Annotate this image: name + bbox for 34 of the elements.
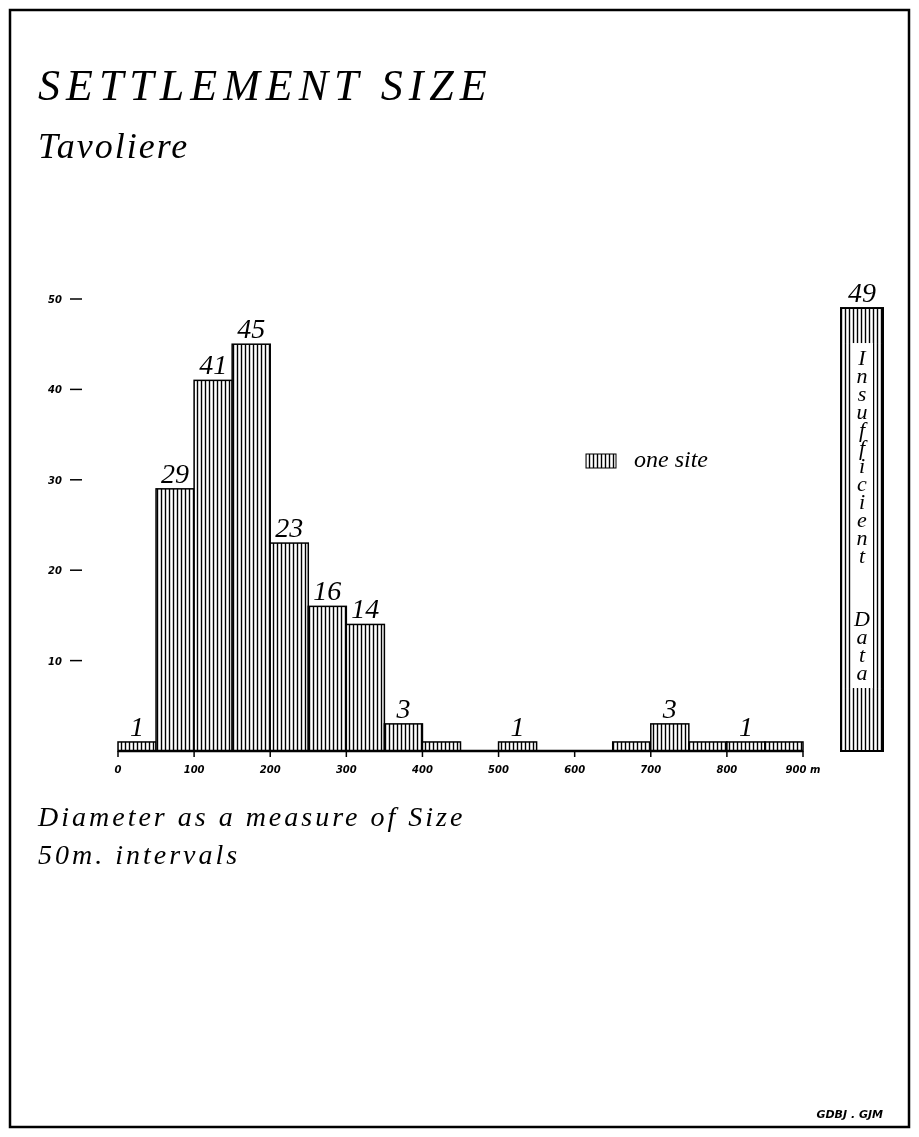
y-tick-label: 50 [48, 294, 63, 305]
text: 3 [396, 692, 411, 724]
text: 1 [130, 710, 145, 742]
x-axis-title: Diameter as a measure of Size [37, 801, 466, 832]
x-tick-label: 400 [411, 764, 433, 775]
y-tick-label: 30 [48, 474, 63, 486]
x-tick-label: 800 [716, 764, 738, 775]
text: GDBJ . GJM [816, 1108, 884, 1121]
x-tick-label: 200 [259, 764, 281, 775]
text: 23 [275, 512, 304, 544]
x-tick-label: 500 [488, 764, 510, 775]
y-tick-label: 10 [48, 655, 63, 667]
y-tick-label: 20 [48, 565, 63, 577]
legend-label: one site [634, 446, 709, 472]
y-tick-label: 40 [47, 384, 63, 396]
text: 1 [510, 710, 525, 742]
x-tick-label: 600 [564, 764, 586, 775]
text: 1 [738, 710, 753, 742]
category-label: Insufficient Data [854, 345, 870, 686]
text: 50m. intervals [38, 839, 241, 870]
x-tick-label: 700 [640, 764, 662, 775]
text: 41 [199, 349, 228, 381]
text: 3 [662, 692, 677, 724]
data-label: 49 [848, 277, 876, 309]
x-tick-label: 300 [335, 764, 357, 775]
text: 29 [161, 457, 190, 489]
x-tick-label: 100 [183, 764, 205, 775]
chart-title: SETTLEMENT SIZE [38, 61, 493, 110]
text: 14 [351, 593, 380, 625]
chart-subtitle: Tavoliere [38, 126, 190, 166]
text: 45 [237, 313, 266, 345]
x-tick-label: 900 m [785, 764, 821, 775]
x-tick-label: 0 [114, 764, 122, 775]
text: 16 [313, 575, 342, 607]
